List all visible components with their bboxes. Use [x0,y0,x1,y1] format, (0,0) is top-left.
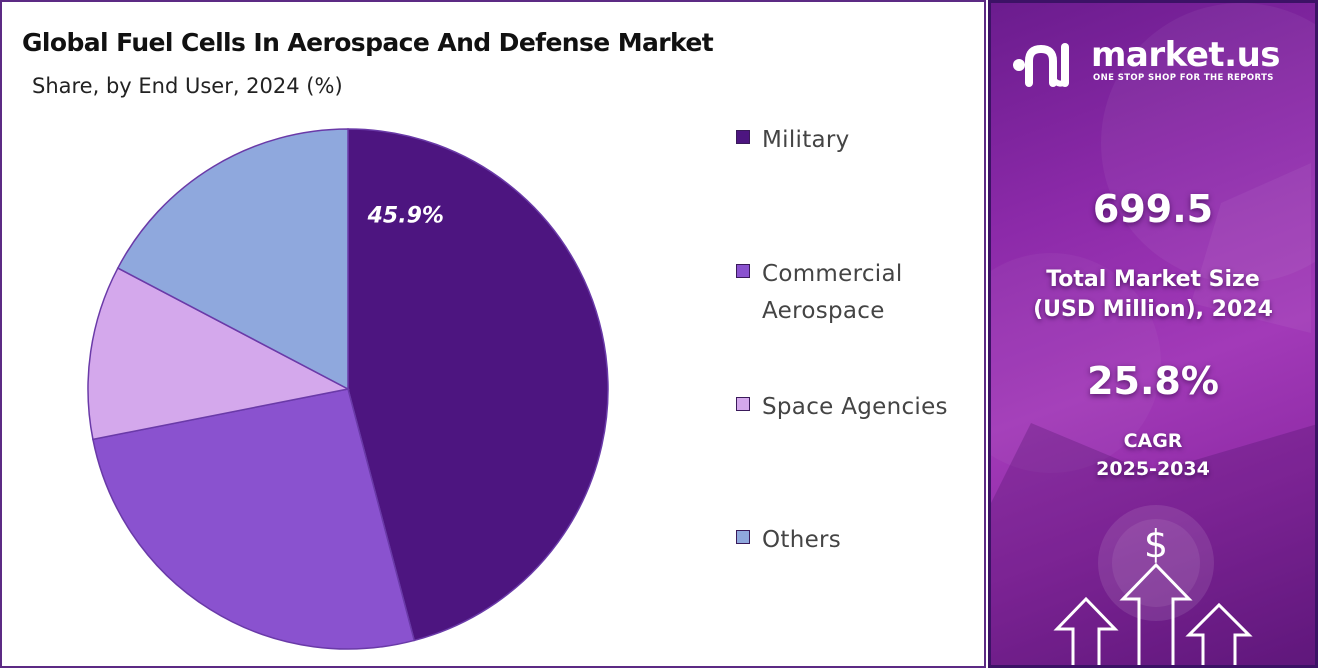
pie-chart: 45.9% [87,128,609,650]
pie-slice-military[interactable] [347,128,609,642]
info-panel: market.us ONE STOP SHOP FOR THE REPORTS … [988,0,1318,668]
brand-tagline: ONE STOP SHOP FOR THE REPORTS [1093,73,1274,83]
brand-logo[interactable]: market.us ONE STOP SHOP FOR THE REPORTS [1011,35,1301,99]
chart-title: Global Fuel Cells In Aerospace And Defen… [22,28,714,57]
legend-swatch [736,130,750,144]
chart-panel: Global Fuel Cells In Aerospace And Defen… [0,0,986,668]
data-label-military: 45.9% [367,204,444,229]
market-size-label-line1: Total Market Size [1046,267,1260,292]
legend-swatch [736,397,750,411]
legend-label: Space Agencies [762,394,948,420]
legend-label: Commercial Aerospace [762,261,903,324]
market-size-value: 699.5 [1092,187,1214,231]
legend-label: Others [762,527,842,553]
cagr-value: 25.8% [1087,359,1219,403]
chart-subtitle: Share, by End User, 2024 (%) [32,74,343,98]
dollar-icon: $ [1144,522,1168,566]
legend-swatch [736,264,750,278]
cagr-label: CAGR [1123,430,1183,452]
brand-name: market.us [1091,35,1281,75]
legend-label: Military [762,127,850,153]
growth-arrows-icon: $ [1053,522,1253,665]
pie-slice-others[interactable] [116,128,349,391]
market-us-logo-icon [1013,43,1069,87]
pie-slice-space-agencies[interactable] [87,267,351,441]
pie-slice-commercial-aerospace[interactable] [92,388,416,650]
background-decoration [991,3,1315,665]
cagr-period: 2025-2034 [1096,458,1210,480]
market-size-label-line2: (USD Million), 2024 [1033,297,1273,322]
legend-swatch [736,530,750,544]
